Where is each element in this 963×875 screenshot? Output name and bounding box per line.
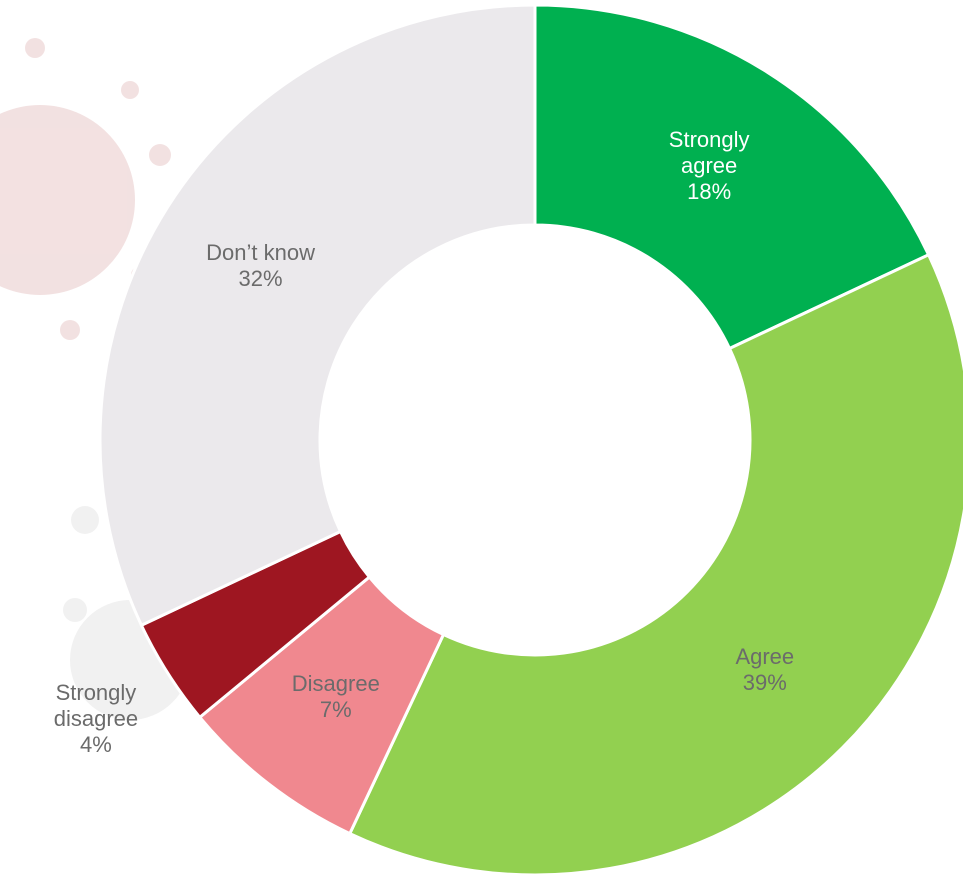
category-label: Disagree — [273, 671, 398, 697]
value-label: 39% — [702, 670, 827, 696]
donut-slice — [100, 5, 535, 625]
value-label: 4% — [33, 732, 158, 758]
category-label: Strongly agree — [647, 127, 772, 179]
donut-slice — [350, 255, 963, 875]
value-label: 18% — [647, 179, 772, 205]
category-label: Strongly disagree — [33, 680, 158, 732]
value-label: 32% — [198, 266, 323, 292]
category-label: Agree — [702, 644, 827, 670]
page: (() => { const data = JSON.parse(documen… — [0, 0, 963, 875]
category-label: Don’t know — [198, 240, 323, 266]
value-label: 7% — [273, 697, 398, 723]
